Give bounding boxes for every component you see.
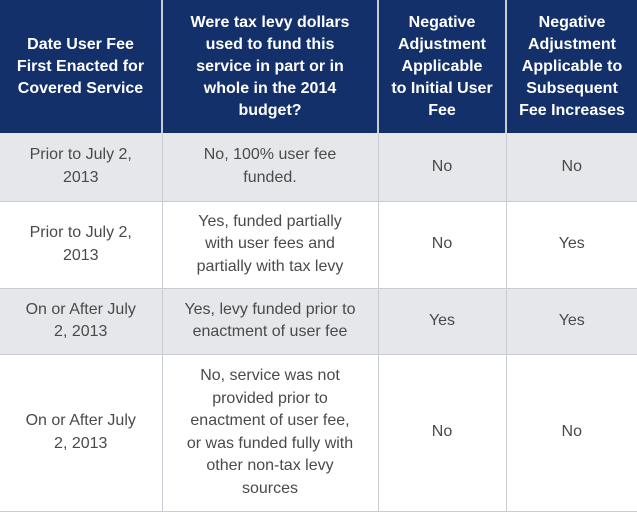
header-date-enacted: Date User Fee First Enacted for Covered … (0, 0, 163, 133)
cell-date-enacted: On or After July 2, 2013 (0, 288, 163, 355)
table-body: Prior to July 2, 2013 No, 100% user fee … (0, 133, 637, 512)
header-initial-adjustment: Negative Adjustment Applicable to Initia… (378, 0, 507, 133)
cell-initial-adjustment: No (378, 354, 507, 512)
cell-date-enacted: Prior to July 2, 2013 (0, 133, 163, 202)
cell-funding: No, 100% user fee funded. (162, 133, 379, 202)
cell-initial-adjustment: No (378, 133, 507, 202)
cell-initial-adjustment: Yes (378, 288, 507, 355)
cell-funding: Yes, funded partially with user fees and… (162, 201, 379, 289)
table-row: On or After July 2, 2013 No, service was… (0, 354, 637, 512)
header-subsequent-adjustment: Negative Adjustment Applicable to Subseq… (506, 0, 637, 133)
table-row: Prior to July 2, 2013 No, 100% user fee … (0, 133, 637, 202)
cell-date-enacted: Prior to July 2, 2013 (0, 201, 163, 289)
cell-date-enacted: On or After July 2, 2013 (0, 354, 163, 512)
cell-funding: No, service was not provided prior to en… (162, 354, 379, 512)
table-header: Date User Fee First Enacted for Covered … (0, 0, 637, 133)
cell-subsequent-adjustment: No (506, 354, 637, 512)
table-row: On or After July 2, 2013 Yes, levy funde… (0, 288, 637, 355)
cell-subsequent-adjustment: Yes (506, 201, 637, 289)
cell-funding: Yes, levy funded prior to enactment of u… (162, 288, 379, 355)
cell-initial-adjustment: No (378, 201, 507, 289)
header-tax-levy-funding: Were tax levy dollars used to fund this … (162, 0, 379, 133)
cell-subsequent-adjustment: Yes (506, 288, 637, 355)
cell-subsequent-adjustment: No (506, 133, 637, 202)
table-row: Prior to July 2, 2013 Yes, funded partia… (0, 201, 637, 289)
header-row: Date User Fee First Enacted for Covered … (0, 0, 637, 133)
